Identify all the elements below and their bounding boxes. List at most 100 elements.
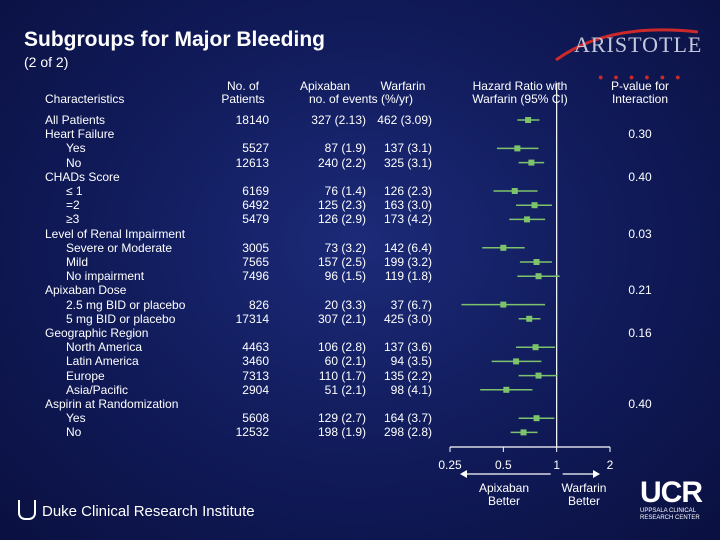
- row-patients: 5527: [242, 141, 269, 156]
- row-characteristic: North America: [66, 340, 143, 355]
- ucr-subtitle-2: RESEARCH CENTER: [640, 515, 700, 521]
- table-row: No 12532 198 (1.9) 298 (2.8): [0, 425, 720, 439]
- ucr-subtitle-1: UPPSALA CLINICAL: [640, 508, 697, 514]
- row-characteristic: No: [66, 155, 82, 170]
- row-apixaban-events: 129 (2.7): [317, 411, 366, 426]
- left-arrowhead-icon: [460, 470, 467, 478]
- table-row: =2 6492 125 (2.3) 163 (3.0): [0, 198, 720, 212]
- row-patients: 5608: [242, 411, 269, 426]
- row-warfarin-events: 164 (3.7): [383, 411, 432, 426]
- row-characteristic: Level of Renal Impairment: [45, 226, 186, 241]
- slide-title: Subgroups for Major Bleeding: [24, 28, 326, 51]
- header-p-value: P-value for Interaction: [600, 80, 680, 106]
- apixaban-better-label: Apixaban Better: [478, 481, 530, 508]
- row-characteristic: Heart Failure: [45, 127, 115, 142]
- hr-point: [520, 429, 527, 436]
- row-apixaban-events: 126 (2.9): [317, 212, 366, 227]
- row-patients: 2904: [242, 382, 269, 397]
- row-p-value: 0.16: [628, 326, 652, 340]
- row-patients: 12613: [235, 155, 269, 170]
- row-apixaban-events: 20 (3.3): [324, 297, 366, 312]
- row-patients: 7313: [242, 368, 269, 383]
- table-row: Geographic Region 0.16: [0, 326, 720, 340]
- table-row: CHADs Score 0.40: [0, 170, 720, 184]
- ucr-logo: UCR UPPSALA CLINICAL RESEARCH CENTER: [640, 478, 710, 522]
- row-characteristic: 5 mg BID or placebo: [66, 311, 176, 326]
- x-tick-label: 0.5: [495, 458, 512, 472]
- table-row: North America 4463 106 (2.8) 137 (3.6): [0, 340, 720, 354]
- row-apixaban-events: 76 (1.4): [324, 184, 366, 198]
- header-p-line1: P-value for: [610, 79, 670, 93]
- row-characteristic: Geographic Region: [45, 326, 149, 340]
- header-hr-line2: Warfarin (95% CI): [472, 92, 568, 106]
- table-row: ≤ 1 6169 76 (1.4) 126 (2.3): [0, 184, 720, 198]
- row-apixaban-events: 157 (2.5): [317, 255, 366, 269]
- x-tick-label: 1: [553, 458, 560, 472]
- row-characteristic: 2.5 mg BID or placebo: [66, 297, 186, 312]
- table-row: 2.5 mg BID or placebo 826 20 (3.3) 37 (6.7): [0, 298, 720, 312]
- row-patients: 7496: [242, 269, 269, 284]
- x-tick-label: 0.25: [438, 458, 462, 472]
- header-characteristics: Characteristics: [45, 92, 125, 106]
- slide-subtitle: (2 of 2): [24, 54, 69, 70]
- row-characteristic: Severe or Moderate: [66, 240, 173, 255]
- table-row: Yes 5527 87 (1.9) 137 (3.1): [0, 141, 720, 155]
- table-row: No impairment 7496 96 (1.5) 119 (1.8): [0, 269, 720, 283]
- row-apixaban-events: 60 (2.1): [324, 354, 366, 369]
- row-characteristic: No impairment: [66, 269, 145, 284]
- header-patients-line2: Patients: [221, 92, 265, 106]
- hr-point: [531, 202, 538, 209]
- aristotle-dots-icon: ●●●●●●: [598, 72, 691, 82]
- row-apixaban-events: 125 (2.3): [317, 198, 366, 213]
- row-warfarin-events: 119 (1.8): [384, 269, 432, 284]
- row-warfarin-events: 325 (3.1): [383, 155, 432, 170]
- table-row: No 12613 240 (2.2) 325 (3.1): [0, 156, 720, 170]
- hr-point: [535, 372, 542, 379]
- row-warfarin-events: 163 (3.0): [383, 198, 432, 213]
- row-characteristic: Apixaban Dose: [45, 283, 127, 298]
- row-characteristic: Yes: [66, 141, 86, 156]
- row-patients: 3005: [242, 240, 269, 255]
- row-patients: 3460: [242, 354, 269, 369]
- hr-point: [526, 315, 533, 322]
- row-patients: 5479: [242, 212, 269, 227]
- row-p-value: 0.21: [628, 283, 652, 298]
- row-warfarin-events: 298 (2.8): [383, 425, 432, 440]
- header-hazard-ratio: Hazard Ratio with Warfarin (95% CI): [460, 80, 580, 106]
- row-warfarin-events: 135 (2.2): [383, 368, 432, 383]
- hr-point: [514, 145, 521, 152]
- hr-point: [533, 415, 540, 422]
- header-events: no. of events (%/yr): [308, 92, 414, 106]
- table-row: Level of Renal Impairment 0.03: [0, 227, 720, 241]
- duke-shield-icon: [18, 500, 36, 520]
- row-warfarin-events: 37 (6.7): [390, 297, 432, 312]
- table-row: ≥3 5479 126 (2.9) 173 (4.2): [0, 212, 720, 226]
- aristotle-wordmark: ARISTOTLE: [574, 32, 703, 57]
- aristotle-swoosh-icon: [555, 28, 699, 62]
- duke-logo: Duke Clinical Research Institute: [18, 500, 255, 520]
- row-warfarin-events: 137 (3.1): [383, 141, 432, 156]
- row-warfarin-events: 142 (6.4): [383, 240, 432, 255]
- table-row: Asia/Pacific 2904 51 (2.1) 98 (4.1): [0, 383, 720, 397]
- row-warfarin-events: 199 (3.2): [383, 255, 432, 269]
- row-p-value: 0.03: [628, 226, 652, 241]
- row-apixaban-events: 307 (2.1): [317, 311, 366, 326]
- hr-point: [535, 273, 542, 280]
- row-characteristic: Asia/Pacific: [66, 382, 129, 397]
- row-apixaban-events: 73 (3.2): [324, 240, 366, 255]
- hr-point: [523, 216, 530, 223]
- row-patients: 17314: [235, 311, 269, 326]
- row-patients: 7565: [242, 255, 269, 269]
- duke-wordmark: Duke Clinical Research Institute: [42, 503, 255, 520]
- table-row: Heart Failure 0.30: [0, 127, 720, 141]
- row-p-value: 0.40: [628, 169, 652, 184]
- row-characteristic: No: [66, 425, 82, 440]
- row-warfarin-events: 94 (3.5): [390, 354, 432, 369]
- hr-point: [511, 188, 518, 194]
- row-warfarin-events: 462 (3.09): [377, 113, 432, 127]
- row-patients: 18140: [235, 113, 269, 127]
- row-apixaban-events: 106 (2.8): [317, 340, 366, 355]
- hr-point: [533, 259, 540, 265]
- right-arrowhead-icon: [593, 470, 600, 478]
